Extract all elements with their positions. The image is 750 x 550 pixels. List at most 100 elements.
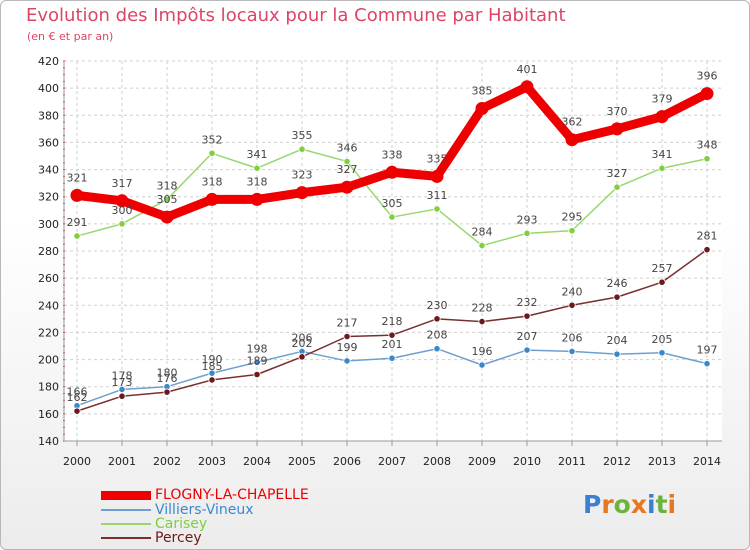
legend-swatch-carisey — [101, 523, 151, 525]
data-point-carisey — [433, 205, 441, 213]
data-point-percey — [163, 388, 171, 396]
x-tick-label: 2008 — [423, 455, 451, 468]
data-point-percey — [703, 246, 711, 254]
legend-swatch-villiers — [101, 509, 151, 511]
data-point-carisey — [388, 213, 396, 221]
data-label-villiers-vineux: 178 — [112, 369, 133, 382]
data-label-villiers-vineux: 205 — [652, 333, 673, 346]
legend-label-percey: Percey — [155, 530, 202, 546]
legend-label-villiers: Villiers-Vineux — [155, 502, 254, 518]
data-point-percey — [433, 315, 441, 323]
data-point-flogny-la-chapelle — [340, 180, 354, 194]
data-label-carisey: 341 — [247, 148, 268, 161]
data-label-percey: 173 — [112, 376, 133, 389]
data-point-percey — [118, 392, 126, 400]
data-point-flogny-la-chapelle — [700, 87, 714, 101]
x-tick-label: 2003 — [198, 455, 226, 468]
y-tick-label: 320 — [38, 191, 59, 204]
logo-letter: o — [613, 490, 631, 519]
data-point-flogny-la-chapelle — [250, 192, 264, 206]
x-tick-label: 2007 — [378, 455, 406, 468]
data-label-carisey: 352 — [202, 133, 223, 146]
data-point-flogny-la-chapelle — [610, 122, 624, 136]
x-tick-label: 2000 — [63, 455, 91, 468]
legend-label-carisey: Carisey — [155, 516, 208, 532]
legend-item-flogny: FLOGNY-LA-CHAPELLE — [101, 487, 309, 503]
data-point-percey — [343, 332, 351, 341]
x-tick-label: 2006 — [333, 455, 361, 468]
chart-subtitle: (en € et par an) — [27, 30, 114, 43]
data-label-carisey: 300 — [112, 204, 133, 217]
y-tick-label: 280 — [38, 245, 59, 258]
logo-letter: t — [655, 490, 668, 519]
data-point-villiers-vineux — [388, 354, 396, 362]
data-point-percey — [568, 301, 576, 309]
data-point-flogny-la-chapelle — [655, 110, 669, 124]
data-label-percey: 281 — [697, 230, 718, 243]
data-point-flogny-la-chapelle — [475, 102, 489, 115]
data-label-flogny-la-chapelle: 321 — [67, 171, 88, 184]
y-tick-label: 360 — [38, 136, 59, 149]
data-point-carisey — [658, 164, 666, 172]
data-point-carisey — [703, 155, 711, 163]
data-label-villiers-vineux: 198 — [247, 342, 268, 355]
x-tick-label: 2011 — [558, 455, 586, 468]
data-point-flogny-la-chapelle — [70, 188, 84, 202]
data-label-percey: 202 — [292, 337, 313, 350]
data-point-flogny-la-chapelle — [115, 194, 129, 208]
data-point-flogny-la-chapelle — [565, 133, 579, 147]
data-label-villiers-vineux: 201 — [382, 338, 403, 351]
data-label-percey: 217 — [337, 317, 358, 330]
y-tick-label: 140 — [38, 435, 59, 448]
data-point-percey — [73, 407, 81, 415]
data-label-percey: 230 — [427, 299, 448, 312]
chart-title: Evolution des Impôts locaux pour la Comm… — [26, 5, 566, 26]
x-tick-label: 2012 — [603, 455, 631, 468]
legend-item-carisey: Carisey — [101, 516, 207, 532]
data-label-flogny-la-chapelle: 370 — [607, 105, 628, 118]
data-point-percey — [388, 331, 396, 339]
y-tick-label: 220 — [38, 326, 59, 339]
data-point-villiers-vineux — [433, 345, 441, 353]
data-point-carisey — [73, 232, 81, 240]
x-tick-label: 2004 — [243, 455, 271, 468]
x-tick-label: 2005 — [288, 455, 316, 468]
x-tick-label: 2001 — [108, 455, 136, 468]
series-layer — [70, 80, 714, 415]
logo-letter: i — [647, 490, 656, 519]
data-label-flogny-la-chapelle: 323 — [292, 169, 313, 182]
data-point-flogny-la-chapelle — [295, 186, 309, 200]
data-label-carisey: 311 — [427, 189, 448, 202]
y-tick-label: 380 — [38, 109, 59, 122]
data-label-percey: 176 — [157, 372, 178, 385]
data-label-villiers-vineux: 204 — [607, 334, 628, 347]
y-tick-label: 160 — [38, 408, 59, 421]
data-label-flogny-la-chapelle: 362 — [562, 116, 583, 129]
data-point-percey — [523, 312, 531, 320]
data-label-villiers-vineux: 208 — [427, 329, 448, 342]
data-label-villiers-vineux: 206 — [562, 331, 583, 344]
data-label-flogny-la-chapelle: 385 — [472, 85, 493, 98]
data-point-percey — [478, 317, 486, 326]
legend-label-flogny: FLOGNY-LA-CHAPELLE — [155, 487, 309, 503]
y-tick-label: 240 — [38, 299, 59, 312]
y-tick-label: 260 — [38, 272, 59, 285]
logo-letter: r — [601, 490, 614, 519]
data-label-carisey: 346 — [337, 141, 358, 154]
x-tick-label: 2014 — [693, 455, 721, 468]
data-label-flogny-la-chapelle: 318 — [247, 175, 268, 188]
legend-swatch-flogny — [101, 490, 151, 500]
data-point-percey — [613, 293, 621, 301]
data-label-percey: 185 — [202, 360, 223, 373]
data-label-carisey: 291 — [67, 216, 88, 229]
logo-letter: i — [667, 490, 677, 519]
data-label-flogny-la-chapelle: 396 — [697, 70, 718, 83]
y-tick-label: 180 — [38, 381, 59, 394]
data-point-flogny-la-chapelle — [205, 192, 219, 206]
data-point-carisey — [523, 229, 531, 237]
data-label-flogny-la-chapelle: 338 — [382, 148, 403, 161]
data-point-carisey — [163, 195, 171, 204]
data-label-carisey: 284 — [472, 226, 493, 239]
